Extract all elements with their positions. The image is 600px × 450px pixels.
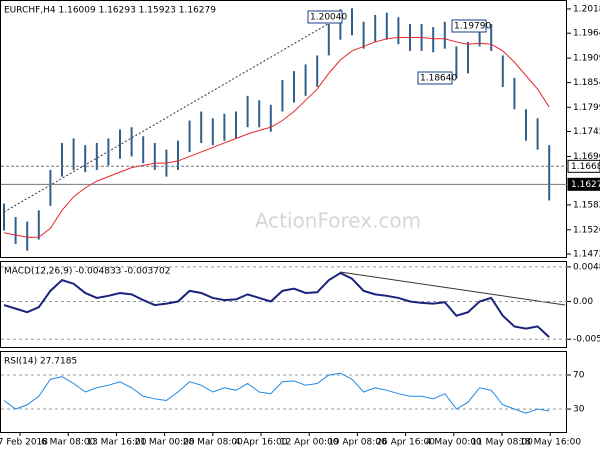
trend-line: [339, 271, 566, 306]
x-tick-label: 4 Apr 16:00: [235, 438, 288, 448]
watermark: ActionForex.com: [255, 209, 421, 233]
y-tick-label: 0.004859: [573, 262, 600, 272]
x-tick-label: 27 Feb 2018: [0, 438, 48, 448]
panel-title: MACD(12,26,9) -0.004833 -0.003702: [4, 267, 170, 277]
x-tick-label: 26 Apr 16:00: [376, 438, 435, 448]
y-tick-label: 1.14725: [573, 250, 600, 260]
x-tick-label: 11 May 08:00: [471, 438, 533, 448]
moving-average: [3, 36, 550, 238]
macd-panel: [0, 261, 567, 348]
rsi-panel: [0, 351, 567, 433]
y-tick-label: 1.17995: [573, 103, 600, 113]
x-tick-label: 28 Mar 08:00: [183, 438, 243, 448]
price-label: 1.16680: [571, 162, 600, 172]
y-tick-label: 1.17455: [573, 127, 600, 137]
x-tick-label: 6 Mar 08:00: [41, 438, 96, 448]
y-tick-label: 1.16900: [573, 152, 600, 162]
annotation-box: [307, 10, 343, 24]
y-tick-label: 1.19090: [573, 54, 600, 64]
y-tick-label: 0.00: [573, 297, 593, 307]
y-tick-label: 1.19645: [573, 29, 600, 39]
annotation: 1.20040: [310, 13, 347, 23]
y-tick-label: -0.005299: [573, 335, 600, 345]
x-tick-label: 12 Apr 00:00: [280, 438, 339, 448]
y-tick-label: 30: [573, 405, 585, 415]
x-tick-label: 13 Mar 16:00: [86, 438, 146, 448]
panel-title: RSI(14) 27.7185: [4, 357, 77, 367]
annotation: 1.18640: [420, 74, 457, 84]
indicator-line: [3, 271, 550, 338]
price-label-box: [567, 177, 600, 191]
annotation-box: [417, 71, 453, 85]
annotation-box: [451, 19, 487, 33]
x-tick-label: 21 Mar 00:00: [135, 438, 195, 448]
trend-line: [3, 16, 341, 213]
panel-title: EURCHF,H4 1.16009 1.16293 1.15923 1.1627…: [4, 6, 216, 16]
price-label-box: [567, 159, 600, 173]
price-label: 1.16279: [571, 180, 600, 190]
y-tick-label: 1.15265: [573, 225, 600, 235]
y-tick-label: 1.18545: [573, 78, 600, 88]
x-tick-label: 19 Apr 08:00: [328, 438, 387, 448]
y-tick-label: 1.20185: [573, 4, 600, 14]
annotation: 1.19790: [454, 22, 491, 32]
x-tick-label: 18 May 16:00: [519, 438, 581, 448]
price-panel: [0, 0, 567, 258]
y-tick-label: 70: [573, 370, 585, 380]
y-tick-label: 1.15820: [573, 200, 600, 210]
x-tick-label: 4 May 00:00: [426, 438, 482, 448]
indicator-line: [3, 372, 550, 414]
